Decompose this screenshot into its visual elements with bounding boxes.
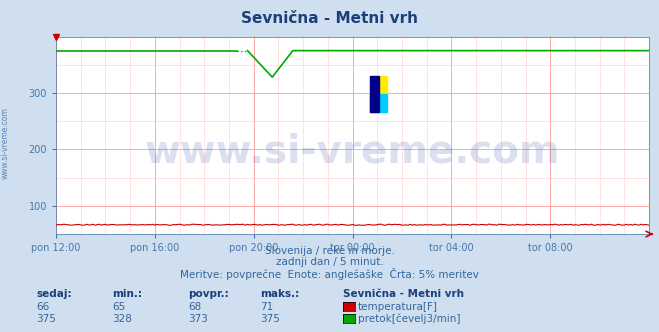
Text: zadnji dan / 5 minut.: zadnji dan / 5 minut. bbox=[275, 257, 384, 267]
Text: 66: 66 bbox=[36, 302, 49, 312]
Text: Sevnična - Metni vrh: Sevnična - Metni vrh bbox=[343, 289, 464, 299]
Text: sedaj:: sedaj: bbox=[36, 289, 72, 299]
Text: 71: 71 bbox=[260, 302, 273, 312]
Bar bbox=[370, 76, 379, 112]
Text: 375: 375 bbox=[260, 314, 280, 324]
Text: povpr.:: povpr.: bbox=[188, 289, 229, 299]
Bar bbox=[370, 76, 387, 112]
Text: pretok[čevelj3/min]: pretok[čevelj3/min] bbox=[358, 313, 461, 324]
Bar bbox=[370, 94, 387, 112]
Text: 375: 375 bbox=[36, 314, 56, 324]
Text: Sevnična - Metni vrh: Sevnična - Metni vrh bbox=[241, 11, 418, 26]
Text: temperatura[F]: temperatura[F] bbox=[358, 302, 438, 312]
Text: Meritve: povprečne  Enote: anglešaške  Črta: 5% meritev: Meritve: povprečne Enote: anglešaške Črt… bbox=[180, 268, 479, 280]
Text: 328: 328 bbox=[112, 314, 132, 324]
Text: 68: 68 bbox=[188, 302, 201, 312]
Text: maks.:: maks.: bbox=[260, 289, 300, 299]
Text: min.:: min.: bbox=[112, 289, 142, 299]
Text: www.si-vreme.com: www.si-vreme.com bbox=[145, 132, 560, 170]
Text: 373: 373 bbox=[188, 314, 208, 324]
Text: 65: 65 bbox=[112, 302, 125, 312]
Text: Slovenija / reke in morje.: Slovenija / reke in morje. bbox=[264, 246, 395, 256]
Text: www.si-vreme.com: www.si-vreme.com bbox=[1, 107, 10, 179]
